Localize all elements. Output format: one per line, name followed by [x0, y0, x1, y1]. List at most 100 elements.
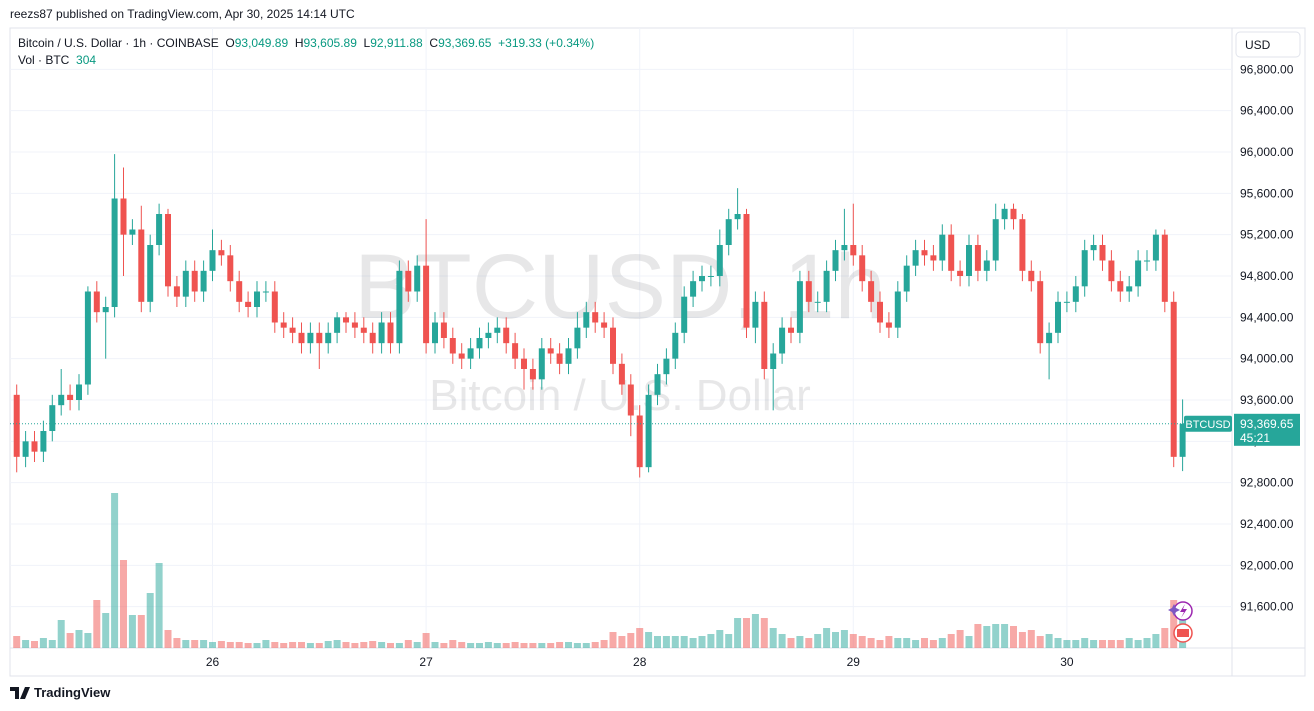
volume-bar	[280, 643, 288, 648]
event-icons	[1168, 601, 1193, 643]
candle-body	[707, 276, 714, 277]
volume-bar	[654, 636, 661, 648]
y-tick-label: 92,800.00	[1240, 476, 1294, 490]
candle-body	[351, 322, 358, 328]
volume-bar	[912, 640, 920, 648]
volume-bar	[894, 638, 902, 648]
x-tick-label: 26	[206, 655, 220, 669]
candle-body	[227, 255, 234, 282]
candle-body	[1135, 260, 1142, 287]
currency[interactable]: USD	[1245, 38, 1271, 52]
candle-body	[440, 322, 447, 338]
candle-body	[627, 384, 634, 416]
candle-body	[173, 286, 180, 297]
legend-main: Bitcoin / U.S. Dollar · 1h · COINBASE O9…	[18, 35, 594, 52]
currency-button[interactable]	[1235, 31, 1301, 58]
volume-value: 304	[76, 53, 97, 67]
volume-bar	[315, 643, 323, 648]
y-tick-label: 91,600.00	[1240, 600, 1294, 614]
candle-body	[823, 270, 830, 302]
candle-body	[49, 405, 56, 431]
volume-bar	[671, 636, 679, 648]
volume-bar	[1045, 634, 1053, 648]
candle-body	[396, 270, 403, 344]
volume-bar	[1116, 640, 1124, 648]
volume-bar	[378, 642, 386, 648]
candle-body	[13, 394, 20, 457]
candle-body	[387, 322, 394, 344]
y-tick-label: 94,800.00	[1240, 269, 1294, 283]
candle-body	[191, 270, 198, 292]
candle-body	[841, 245, 848, 251]
volume-bar	[200, 640, 208, 648]
candle-body	[805, 281, 812, 302]
candle-body	[983, 260, 990, 271]
candle-layer	[10, 154, 1232, 478]
candle-body	[788, 327, 794, 333]
candle-body	[147, 245, 154, 302]
volume-bar	[395, 643, 403, 648]
candle-body	[1010, 208, 1017, 220]
symbol-tag: BTCUSD	[1185, 419, 1230, 431]
volume-bar	[823, 628, 831, 648]
volume-bar	[66, 633, 74, 648]
y-tick-label: 92,000.00	[1240, 558, 1294, 572]
candle-body	[1028, 270, 1035, 282]
volume-bar	[867, 638, 875, 648]
volume-bar	[413, 642, 421, 648]
volume-bar	[360, 642, 368, 648]
volume-bar	[618, 636, 626, 648]
volume-bar	[689, 638, 697, 648]
candle-body	[939, 234, 946, 261]
volume-bar	[1134, 640, 1142, 648]
volume-bar	[805, 638, 813, 648]
volume-bar	[725, 634, 733, 648]
volume-bar	[796, 636, 804, 648]
candle-body	[343, 317, 349, 323]
chart-frame	[9, 27, 1306, 677]
candle-body	[1019, 219, 1026, 271]
candle-body	[1108, 260, 1115, 282]
volume-bar	[858, 636, 866, 648]
x-tick-label: 28	[633, 655, 647, 669]
candle-body	[743, 214, 750, 328]
candle-body	[992, 219, 999, 261]
candle-body	[512, 343, 519, 359]
volume-bar	[538, 643, 546, 648]
candle-body	[31, 441, 38, 452]
candle-body	[699, 276, 705, 282]
candle-body	[182, 270, 189, 297]
volume-bar	[1099, 640, 1106, 648]
volume-bar	[698, 636, 706, 648]
volume-bar	[404, 640, 412, 648]
candle-body	[165, 214, 171, 287]
volume-bar	[342, 642, 350, 648]
candle-body	[529, 369, 536, 380]
volume-bar	[449, 640, 457, 648]
volume-bar	[262, 640, 270, 648]
candle-body	[1055, 301, 1061, 333]
volume-bar	[431, 642, 439, 648]
ohlc-value: 92,911.88	[370, 36, 423, 50]
volume-bar	[502, 643, 510, 648]
volume-bar	[235, 642, 243, 648]
candle-body	[957, 270, 964, 276]
candle-body	[1046, 332, 1053, 344]
volume-bar	[992, 624, 1000, 648]
volume-bar	[48, 640, 56, 648]
candle-body	[325, 332, 332, 344]
volume-bar	[751, 614, 759, 648]
footer: TradingView	[34, 685, 111, 700]
volume-bar	[369, 641, 377, 648]
volume-bar	[734, 618, 742, 648]
candle-body	[449, 338, 456, 354]
volume-bar	[547, 643, 555, 648]
volume-bar	[324, 641, 332, 648]
candle-body	[129, 229, 136, 235]
volume-bar	[57, 620, 65, 648]
candle-body	[1063, 301, 1070, 303]
volume-bar	[840, 630, 848, 648]
ohlc-value: 93,049.89	[234, 36, 289, 50]
candle-body	[1117, 281, 1124, 292]
